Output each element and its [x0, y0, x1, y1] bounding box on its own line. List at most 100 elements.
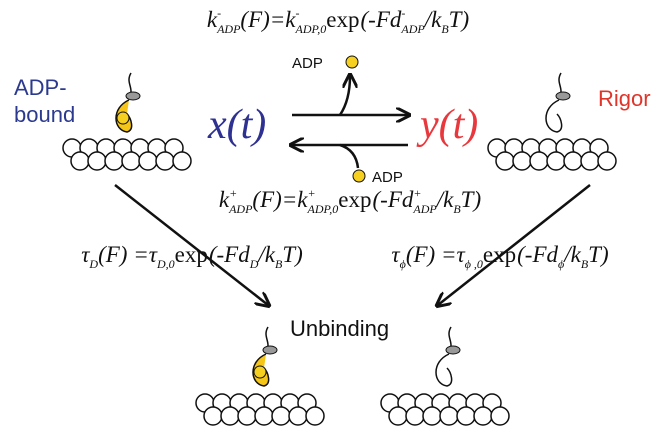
myosin-light-chain: [125, 91, 141, 101]
equation: k +ADP (F)= k +ADP,0 exp (-Fd +ADP/k B T): [219, 186, 481, 216]
actin-bead: [456, 406, 476, 426]
actin-bead: [155, 151, 175, 171]
equation-part: (F) =: [406, 242, 457, 267]
equation-part: +: [308, 186, 316, 200]
equation-part: (F) =: [98, 242, 149, 267]
equation-part: /k: [423, 7, 442, 32]
actin-bead: [439, 406, 459, 426]
myosin-head: [545, 99, 563, 133]
equation-part: (F)=: [252, 187, 297, 212]
actin-bead: [220, 406, 240, 426]
equation-part: τ: [456, 242, 465, 267]
equation-part: ADP: [400, 22, 425, 36]
equation-part: B: [275, 257, 283, 271]
adp-label: ADP: [372, 169, 403, 186]
equation-part: ϕ ,0: [465, 257, 483, 271]
adp-ball: [352, 169, 366, 183]
equation-part: +: [413, 186, 421, 200]
actin-bead: [580, 151, 600, 171]
arrow: [338, 76, 350, 116]
equation-part: exp: [338, 187, 371, 212]
actin-bead: [237, 406, 257, 426]
variable: x(t): [207, 102, 266, 148]
equation-part: T): [588, 242, 608, 267]
actin-bead: [271, 406, 291, 426]
actin-bead: [495, 151, 515, 171]
actin-bead: [512, 151, 532, 171]
arrow: [114, 184, 268, 305]
equation-part: (-Fd: [209, 242, 250, 267]
equation-part: (-Fd: [373, 187, 414, 212]
equation-part: -: [217, 6, 221, 20]
equation-part: (-Fd: [517, 242, 558, 267]
actin-bead: [70, 151, 90, 171]
equation-part: T): [449, 7, 469, 32]
actin-bead: [305, 406, 325, 426]
equation-part: ADP: [216, 22, 241, 36]
myosin-head: [435, 353, 453, 387]
equation: k -ADP (F)= k -ADP,0 exp (-Fd -ADP/k B T): [207, 6, 469, 36]
state-label: ADP-: [14, 75, 67, 100]
myosin-light-chain: [445, 345, 461, 355]
adp-ball: [345, 55, 359, 69]
equation-part: τ: [81, 242, 90, 267]
equation-part: B: [581, 257, 589, 271]
equation-part: ADP: [228, 202, 253, 216]
equation-part: ϕ: [558, 257, 564, 271]
actin-bead: [121, 151, 141, 171]
equation-part: T): [461, 187, 481, 212]
equation-part: D: [249, 257, 259, 271]
equation-part: T): [282, 242, 302, 267]
actin-bead: [388, 406, 408, 426]
equation-part: k: [285, 7, 296, 32]
equation-part: exp: [175, 242, 208, 267]
arrow: [339, 143, 360, 169]
adp-ball: [116, 111, 130, 125]
equation-part: k: [297, 187, 308, 212]
equation-part: /k: [435, 187, 454, 212]
actin-bead: [104, 151, 124, 171]
equation-part: B: [441, 22, 449, 36]
equation-part: τ: [391, 242, 400, 267]
actin-bead: [405, 406, 425, 426]
adp-label: ADP: [292, 55, 323, 72]
myosin-light-chain: [262, 345, 278, 355]
myosin-light-chain: [555, 91, 571, 101]
state-label: bound: [14, 102, 75, 127]
adp-ball: [253, 365, 267, 379]
equation-part: D,0: [156, 257, 175, 271]
equation-part: D: [88, 257, 98, 271]
artwork: [62, 55, 617, 426]
actin-bead: [203, 406, 223, 426]
actin-bead: [546, 151, 566, 171]
equation-part: (-Fd: [361, 7, 402, 32]
variable: y(t): [416, 102, 478, 148]
equation-part: exp: [326, 7, 359, 32]
actin-bead: [172, 151, 192, 171]
equation-part: ϕ: [400, 257, 406, 271]
equation-part: ADP,0: [307, 202, 339, 216]
equation-part: B: [453, 202, 461, 216]
equation-part: /k: [256, 242, 275, 267]
arrow: [438, 184, 591, 305]
actin-bead: [597, 151, 617, 171]
actin-bead: [138, 151, 158, 171]
equation-part: ADP,0: [295, 22, 327, 36]
actin-bead: [490, 406, 510, 426]
actin-bead: [473, 406, 493, 426]
state-label: Rigor: [598, 86, 651, 111]
actin-bead: [87, 151, 107, 171]
equation-part: -: [296, 6, 300, 20]
actin-bead: [529, 151, 549, 171]
equation-part: k: [207, 7, 218, 32]
equation-part: (F)=: [240, 7, 285, 32]
state-label: Unbinding: [290, 316, 389, 341]
equation: τ D (F) = τ D,0 exp (-Fd D/k B T): [81, 242, 303, 271]
equation-part: +: [229, 186, 237, 200]
actin-bead: [288, 406, 308, 426]
equation-part: exp: [483, 242, 516, 267]
actin-bead: [563, 151, 583, 171]
equation-part: -: [401, 6, 405, 20]
